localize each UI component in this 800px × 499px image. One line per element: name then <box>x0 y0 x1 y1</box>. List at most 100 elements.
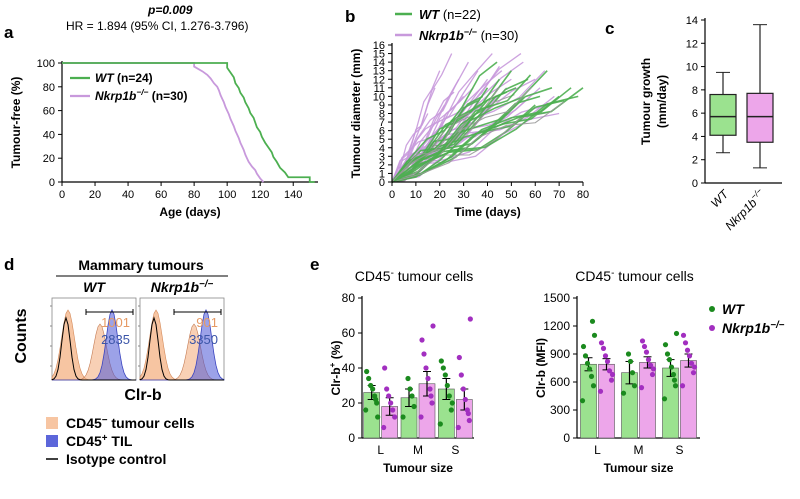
data-point <box>407 386 413 392</box>
y-tick-label: 6 <box>692 108 698 120</box>
y-tick-label: 15 <box>373 49 385 61</box>
data-point <box>647 362 654 368</box>
data-point <box>666 357 673 363</box>
p-value: p=0.009 <box>147 3 193 17</box>
y-tick-label: 0 <box>348 431 355 445</box>
hazard-ratio: HR = 1.894 (95% CI, 1.276-3.796) <box>66 19 248 33</box>
data-point <box>582 353 589 359</box>
data-point <box>604 358 611 365</box>
legend-label: Nkrp1b−/− (n=30) <box>419 27 519 43</box>
panel-letter-a: a <box>4 23 14 42</box>
y-tick-label: 8 <box>692 85 698 97</box>
x-tick-label: 60 <box>155 189 167 201</box>
y-tick-label: 3 <box>379 151 385 163</box>
y-tick-label: 1 <box>379 168 385 180</box>
y-tick-label: 7 <box>379 117 385 129</box>
growth-curve <box>391 95 555 183</box>
legend-label: CD45− tumour cells <box>66 415 195 432</box>
y-axis-label: Clr-b+ (%) <box>327 341 343 396</box>
y-tick-label: 9 <box>379 100 385 112</box>
data-point <box>590 383 597 389</box>
data-point <box>375 414 381 420</box>
data-point <box>643 349 650 355</box>
data-point <box>684 347 691 353</box>
panel-letter-d: d <box>4 255 14 274</box>
data-point <box>456 354 462 361</box>
growth-curve <box>391 87 533 183</box>
growth-curve <box>391 61 498 183</box>
data-point <box>437 421 443 427</box>
x-tick-label: 10 <box>410 189 422 201</box>
y-tick-label: 0 <box>692 178 698 190</box>
data-point <box>608 377 615 383</box>
box <box>709 93 737 136</box>
data-point <box>586 366 593 372</box>
y-tick-label: 900 <box>550 347 570 361</box>
y-tick-label: 0 <box>563 431 570 445</box>
data-point <box>580 343 587 350</box>
y-tick-label: 0 <box>49 177 55 189</box>
data-point <box>428 393 434 399</box>
data-point <box>625 351 632 357</box>
data-point <box>688 360 695 366</box>
data-point <box>446 393 452 399</box>
growth-curve <box>391 95 579 183</box>
y-tick-label: 1500 <box>543 291 570 305</box>
category-label: S <box>451 443 459 457</box>
y-tick-label: 12 <box>373 74 385 86</box>
group-label: Nkrp1b−/− <box>151 279 214 296</box>
data-point <box>638 385 645 391</box>
panel-letter-c: c <box>605 19 614 38</box>
data-point <box>671 377 678 383</box>
y-tick-label: 20 <box>43 153 55 165</box>
legend-label: CD45+ TIL <box>66 433 133 450</box>
category-label: S <box>675 443 683 457</box>
category-label: M <box>634 443 644 457</box>
data-point <box>649 371 656 378</box>
mfi-cd45pos: 3350 <box>189 332 218 347</box>
data-point <box>664 351 671 357</box>
cd45pos-histogram <box>52 309 137 381</box>
legend-label: Nkrp1b−/− <box>722 320 785 337</box>
y-tick-label: 60 <box>43 106 55 118</box>
data-point <box>629 370 636 376</box>
y-tick-label: 13 <box>373 66 385 78</box>
legend-label: WT (n=22) <box>419 7 481 22</box>
y-axis-label-units: (mm/day) <box>655 75 669 128</box>
data-point <box>382 365 388 371</box>
x-tick-label: 20 <box>89 189 101 201</box>
x-tick-label: 0 <box>59 189 65 201</box>
data-point <box>366 375 372 382</box>
data-point <box>690 370 697 376</box>
data-point <box>364 368 370 375</box>
x-tick-label: 140 <box>284 189 302 201</box>
data-point <box>421 351 427 357</box>
data-point <box>606 368 613 374</box>
data-point <box>448 407 454 413</box>
x-tick-label: 0 <box>389 189 395 201</box>
data-point <box>467 316 473 322</box>
x-axis-label: Time (days) <box>454 205 520 219</box>
legend-label: WT (n=24) <box>95 71 153 85</box>
data-point <box>440 365 446 371</box>
mfi-cd45neg: 901 <box>196 315 218 330</box>
growth-curve <box>391 99 479 183</box>
x-tick-label: 40 <box>481 189 493 201</box>
data-point <box>455 424 461 431</box>
y-tick-label: 6 <box>379 126 385 138</box>
data-point <box>627 358 634 365</box>
y-tick-label: 40 <box>342 361 356 375</box>
y-tick-label: 8 <box>379 109 385 121</box>
legend-label: Nkrp1b−/− (n=30) <box>95 87 187 103</box>
data-point <box>602 353 609 359</box>
survival-curve-ko <box>62 62 265 183</box>
category-label: L <box>594 443 601 457</box>
y-tick-label: 300 <box>550 403 570 417</box>
panel-d-title: Mammary tumours <box>78 257 203 273</box>
y-tick-label: 14 <box>686 15 698 27</box>
x-tick-label: 70 <box>553 189 565 201</box>
data-point <box>686 353 693 359</box>
data-point <box>609 371 616 378</box>
clr-b-label: Clr-b <box>124 387 162 404</box>
